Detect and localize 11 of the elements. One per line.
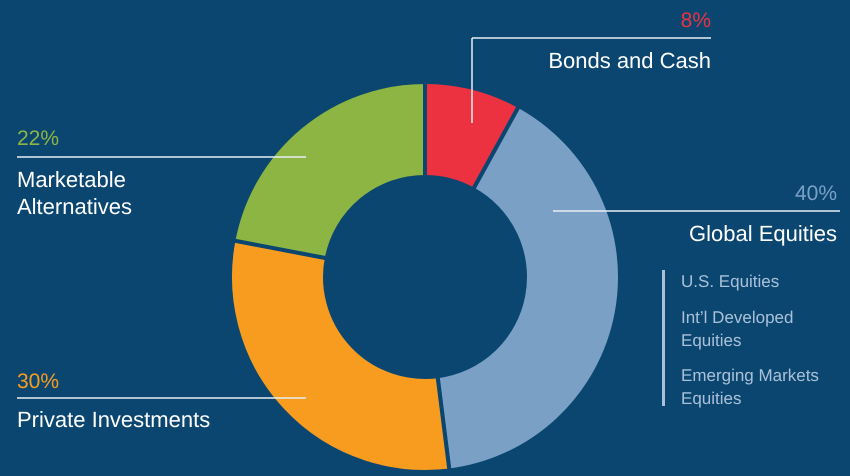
- text: Int’l Developed Equities: [681, 308, 794, 350]
- data-label: 8%: [680, 9, 711, 32]
- text: U.S. Equities: [681, 272, 780, 291]
- slice-label: Marketable Alternatives: [17, 167, 132, 219]
- data-label: 40%: [794, 182, 837, 205]
- slice-label: Private Investments: [17, 407, 210, 432]
- slice-label: Global Equities: [689, 221, 837, 246]
- data-label: 22%: [17, 127, 60, 150]
- slice-label: Bonds and Cash: [548, 48, 711, 73]
- data-label: 30%: [17, 370, 60, 393]
- text: Emerging Markets Equities: [681, 366, 819, 408]
